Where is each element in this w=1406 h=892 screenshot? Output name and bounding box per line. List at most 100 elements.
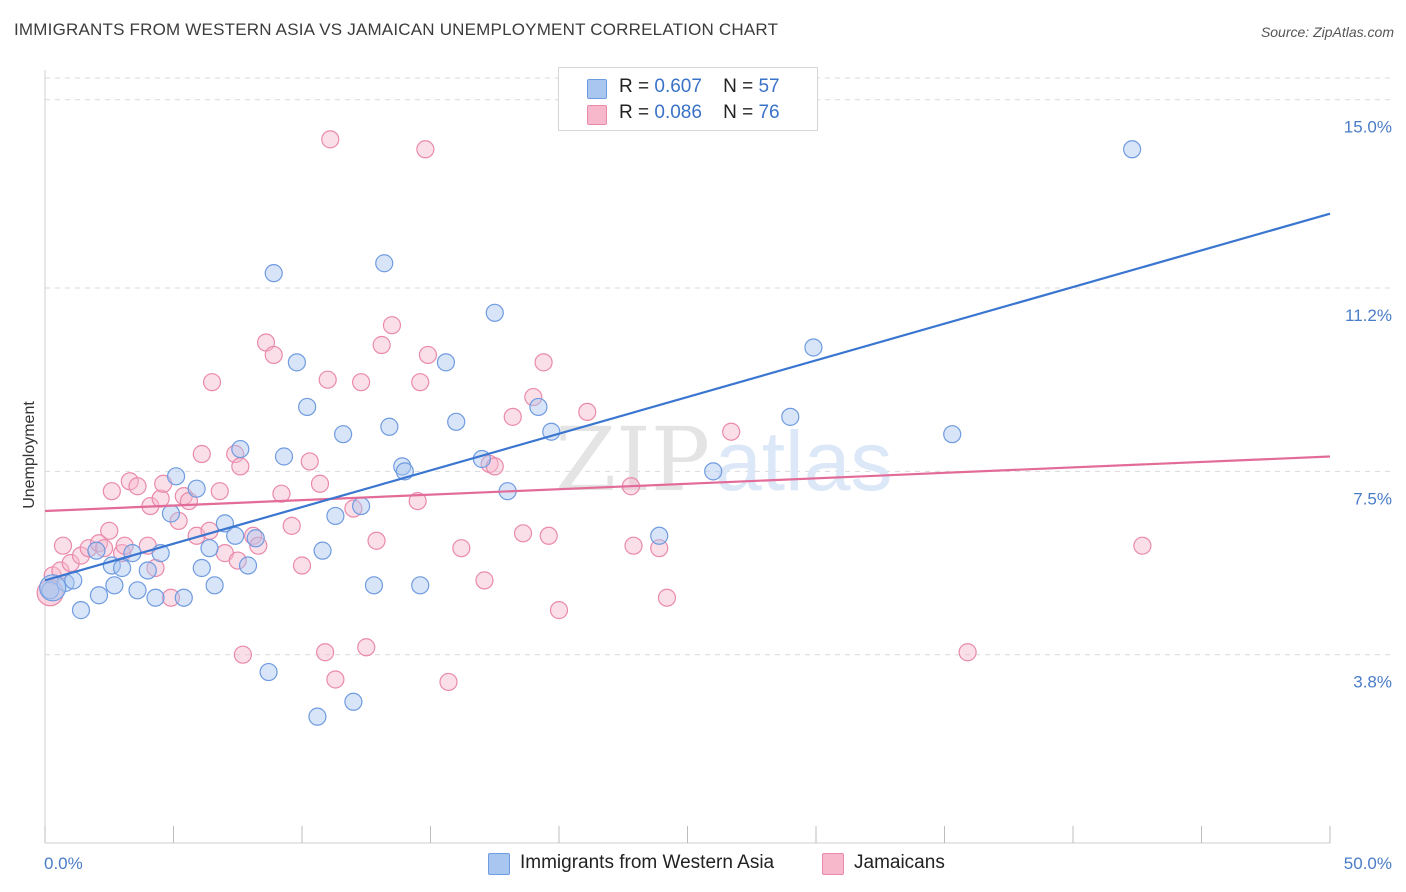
scatter-point (174, 588, 193, 607)
y-tick-label: 3.8% (1353, 673, 1392, 692)
series-jamaicans (36, 130, 1152, 692)
bottom-legend-swatch-blue (488, 853, 510, 875)
scatter-point (624, 536, 643, 555)
r-value-pink: 0.086 (654, 102, 702, 123)
trendline-immigrants-western-asia (44, 212, 1331, 582)
y-tick-label: 7.5% (1353, 489, 1392, 508)
n-value-blue: 57 (758, 76, 780, 97)
scatter-point (380, 417, 399, 436)
scatter-point (287, 353, 306, 372)
scatter-point (334, 425, 353, 444)
scatter-point (300, 452, 319, 471)
scatter-point (292, 556, 312, 575)
scatter-point (958, 643, 977, 662)
scatter-point (39, 574, 67, 602)
scatter-point (249, 536, 268, 555)
scatter-point (382, 316, 402, 335)
x-tick-label-max: 50.0% (1344, 854, 1392, 873)
source-label: Source: ZipAtlas.com (1260, 24, 1394, 40)
scatter-point (231, 439, 250, 459)
scatter-point (475, 571, 494, 590)
scatter-point (503, 407, 522, 426)
scatter-point (272, 484, 291, 503)
scatter-point (259, 662, 278, 682)
scatter-point (357, 638, 376, 657)
n-label: N = (723, 76, 754, 97)
scatter-point (1133, 536, 1152, 555)
scatter-point (452, 539, 471, 558)
scatter-point (352, 373, 371, 392)
scatter-point (115, 536, 134, 555)
scatter-point (233, 645, 252, 664)
axes (44, 70, 1331, 844)
scatter-point (375, 254, 394, 273)
legend-swatch-blue (587, 79, 607, 99)
scatter-point (722, 422, 741, 441)
scatter-point (352, 496, 371, 516)
scatter-point (418, 345, 438, 365)
scatter-point (200, 539, 219, 558)
y-tick-label: 15.0% (1344, 118, 1392, 137)
scatter-point (411, 373, 430, 392)
scatter-point (138, 561, 157, 580)
scatter-point (161, 588, 181, 607)
scatter-point (53, 536, 73, 555)
y-tick-label: 11.2% (1345, 306, 1392, 325)
scatter-point (485, 303, 504, 322)
watermark-zip: ZIP (555, 408, 710, 511)
scatter-point (244, 526, 263, 545)
scatter-point (408, 491, 427, 511)
legend-swatch-pink (587, 105, 607, 125)
scatter-point (192, 444, 211, 464)
correlation-legend: R = 0.607 N = 57 R = 0.086 N = 76 (558, 67, 818, 131)
scatter-point (436, 353, 456, 372)
scatter-point (534, 353, 553, 372)
scatter-point (308, 707, 327, 726)
scatter-point (326, 506, 345, 526)
scatter-point (166, 467, 186, 486)
trendlines (44, 212, 1331, 582)
scatter-point (804, 338, 823, 357)
scatter-point (344, 692, 363, 711)
scatter-point (61, 553, 80, 573)
scatter-point (105, 576, 124, 595)
scatter-point (169, 511, 188, 531)
scatter-point (161, 504, 181, 523)
scatter-point (71, 601, 91, 620)
scatter-point (151, 489, 170, 508)
scatter-point (781, 407, 800, 426)
scatter-point (650, 539, 669, 558)
scatter-point (578, 402, 597, 422)
bottom-legend-swatch-pink (822, 853, 844, 875)
scatter-point (202, 373, 222, 392)
y-axis-title: Unemployment (21, 401, 38, 509)
n-value-pink: 76 (758, 102, 780, 123)
scatter-point (367, 531, 386, 550)
scatter-point (529, 397, 548, 417)
y-tick-labels: 3.8% 7.5% 11.2% 15.0% (1344, 118, 1392, 692)
scatter-point (393, 457, 412, 476)
scatter-point (313, 541, 332, 560)
scatter-point (282, 516, 301, 535)
scatter-point (264, 264, 283, 283)
scatter-point (89, 534, 109, 553)
watermark-atlas: atlas (715, 414, 892, 508)
scatter-point (372, 335, 391, 355)
x-tick-label-min: 0.0% (44, 854, 83, 873)
scatter-point (87, 541, 106, 560)
scatter-point (205, 576, 224, 595)
r-value-blue: 0.607 (654, 76, 702, 97)
scatter-point (264, 345, 283, 365)
scatter-point (411, 576, 430, 595)
scatter-point (539, 526, 558, 545)
trendline-jamaicans (44, 455, 1331, 513)
scatter-point (650, 526, 669, 545)
legend-text-pink: R = 0.086 N = 76 (619, 102, 780, 124)
scatter-point (524, 387, 543, 407)
scatter-point (231, 457, 250, 476)
bottom-legend-label-pink: Jamaicans (854, 852, 945, 873)
scatter-point (228, 551, 247, 570)
scatter-point (549, 601, 569, 620)
r-label: R = (619, 102, 650, 123)
